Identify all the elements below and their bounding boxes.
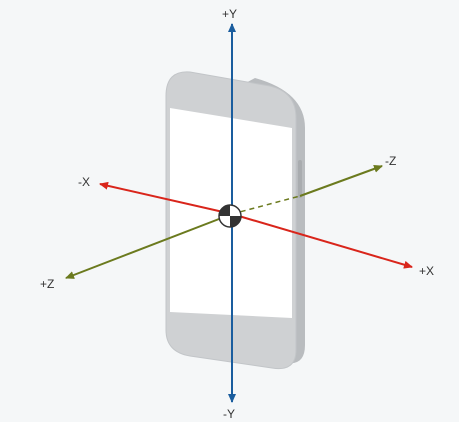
x-axis-positive [231,213,413,269]
z-axis-negative [299,164,383,197]
label-neg-x: -X [78,175,90,189]
x-axis-negative [99,181,233,215]
label-pos-x: +X [419,264,434,278]
z-axis-hidden-segment [231,195,301,215]
label-pos-y: +Y [222,7,237,21]
phone-side-button [298,160,302,198]
z-axis-positive [65,213,233,279]
origin-marker [218,204,242,228]
label-pos-z: +Z [40,277,54,291]
label-neg-y: -Y [223,407,235,421]
label-neg-z: -Z [385,154,396,168]
